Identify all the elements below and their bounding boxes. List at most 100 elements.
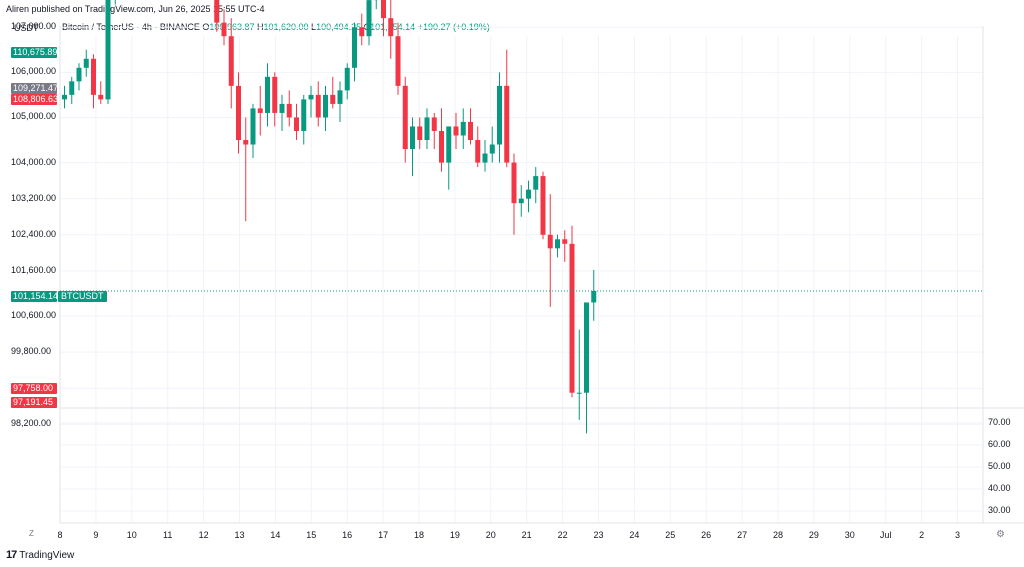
candle-body bbox=[330, 94, 336, 104]
candle-body bbox=[359, 27, 365, 37]
price-tick-label: 107,000.00 bbox=[11, 21, 57, 32]
candle-body bbox=[475, 140, 481, 163]
candle-body bbox=[366, 0, 372, 37]
date-tick-label: 12 bbox=[198, 530, 209, 540]
candle-up bbox=[576, 329, 582, 420]
candle-down bbox=[98, 81, 104, 104]
candle-up bbox=[591, 269, 597, 321]
candle-up bbox=[460, 108, 466, 150]
price-tag-red: 108,806.63 bbox=[11, 94, 59, 105]
candle-body bbox=[547, 234, 553, 249]
price-tag-high: 110,675.89 bbox=[11, 47, 58, 58]
price-tick-label: 105,000.00 bbox=[11, 111, 57, 122]
candle-body bbox=[468, 121, 473, 141]
candle-down bbox=[395, 22, 401, 95]
date-tick-label: 16 bbox=[342, 530, 353, 540]
osc-tick-label: 50.00 bbox=[988, 461, 1011, 471]
date-tick-label: 2 bbox=[919, 530, 925, 540]
candle-down bbox=[315, 81, 321, 127]
price-tag-last: 101,154.14 bbox=[11, 291, 59, 302]
date-tick-label: 11 bbox=[163, 530, 173, 540]
price-tick-label: 101,600.00 bbox=[11, 264, 57, 275]
candle-down bbox=[569, 225, 575, 398]
footer-brand: 17 TradingView bbox=[6, 549, 74, 561]
candle-up bbox=[279, 94, 285, 131]
date-tick-label: 27 bbox=[737, 530, 748, 540]
candle-down bbox=[453, 112, 459, 150]
candle-up bbox=[446, 126, 452, 190]
candle-body bbox=[69, 81, 75, 95]
candle-up bbox=[265, 63, 270, 127]
candle-body bbox=[526, 189, 531, 199]
candle-body bbox=[315, 94, 321, 118]
candle-body bbox=[83, 58, 89, 68]
candle-up bbox=[373, 0, 379, 10]
candle-down bbox=[475, 126, 481, 168]
publisher-info: Aliren published on TradingView.com, Jun… bbox=[6, 4, 265, 14]
tradingview-logo-icon: 17 bbox=[6, 549, 17, 561]
candle-up bbox=[250, 103, 256, 159]
currency-label: USDT bbox=[14, 23, 39, 33]
candle-body bbox=[395, 36, 401, 86]
candle-up bbox=[323, 85, 328, 131]
candle-body bbox=[504, 85, 510, 163]
date-tick-label: 13 bbox=[234, 530, 245, 540]
candle-body bbox=[439, 130, 444, 163]
price-tick-label: 98,200.00 bbox=[11, 418, 52, 429]
candle-body bbox=[446, 126, 452, 163]
candle-up bbox=[308, 85, 314, 118]
candle-body bbox=[555, 239, 560, 249]
candle-down bbox=[272, 72, 278, 127]
candle-up bbox=[76, 63, 82, 91]
candle-down bbox=[504, 49, 510, 168]
candle-up bbox=[344, 63, 350, 100]
candle-body bbox=[236, 85, 241, 141]
candle-body bbox=[576, 392, 582, 394]
price-tick-label: 104,000.00 bbox=[11, 156, 57, 167]
candle-down bbox=[468, 108, 473, 145]
date-tick-label: 18 bbox=[413, 530, 425, 540]
date-tick-label: 25 bbox=[665, 530, 676, 540]
candle-body bbox=[243, 140, 249, 145]
candle-body bbox=[540, 176, 546, 235]
gear-icon[interactable]: ⚙ bbox=[996, 529, 1005, 540]
candle-down bbox=[286, 90, 292, 127]
date-tick-label: 24 bbox=[629, 530, 640, 540]
osc-tick-label: 60.00 bbox=[988, 439, 1011, 449]
candle-body bbox=[591, 291, 597, 303]
candle-up bbox=[489, 126, 495, 163]
candle-body bbox=[257, 108, 263, 113]
price-tag-grey: 109,271.47 bbox=[11, 83, 59, 94]
candle-up bbox=[533, 167, 539, 204]
date-tick-label: 29 bbox=[808, 530, 819, 540]
candle-body bbox=[569, 243, 575, 393]
candle-body bbox=[497, 85, 502, 145]
candle-body bbox=[279, 103, 285, 113]
price-tick-label: 100,600.00 bbox=[11, 310, 57, 320]
candle-body bbox=[228, 36, 234, 86]
date-tick-label: 3 bbox=[954, 530, 961, 540]
candle-body bbox=[410, 126, 415, 150]
candle-body bbox=[518, 198, 524, 204]
candle-up bbox=[518, 185, 524, 217]
candle-body bbox=[286, 103, 292, 118]
candle-up bbox=[424, 108, 430, 150]
candle-body bbox=[424, 117, 430, 141]
candle-body bbox=[272, 76, 278, 113]
date-tick-label: 10 bbox=[126, 530, 137, 540]
candle-up bbox=[366, 0, 372, 46]
z-order-button[interactable]: Z bbox=[29, 529, 34, 538]
candle-body bbox=[301, 99, 307, 131]
candle-up bbox=[584, 302, 589, 434]
candle-down bbox=[330, 76, 336, 109]
candle-body bbox=[76, 67, 82, 82]
candle-up bbox=[482, 140, 488, 172]
date-tick-label: 8 bbox=[57, 530, 63, 540]
candle-body bbox=[584, 302, 589, 393]
candle-body bbox=[91, 58, 96, 95]
candle-body bbox=[402, 85, 408, 150]
candle-down bbox=[228, 18, 234, 109]
candle-up bbox=[526, 180, 531, 213]
candle-body bbox=[105, 0, 111, 100]
